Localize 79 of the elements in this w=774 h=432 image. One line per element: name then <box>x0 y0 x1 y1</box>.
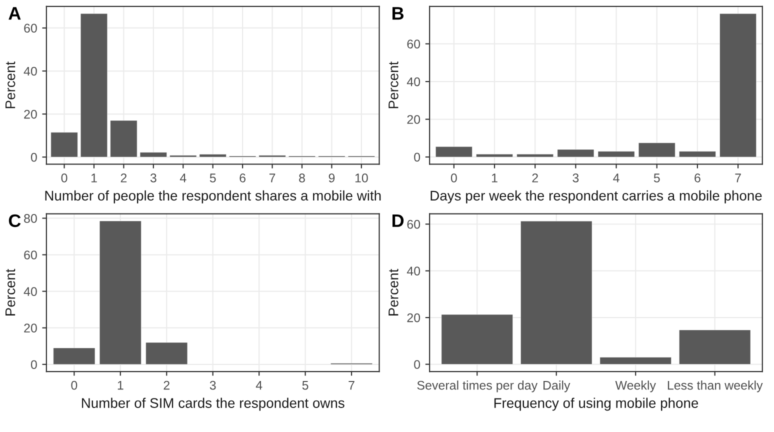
x-tick-label: 5 <box>654 174 660 182</box>
bar <box>516 154 554 158</box>
x-tick-label: Less than weekly <box>668 380 763 392</box>
x-tick-label: 7 <box>348 381 354 390</box>
bar <box>557 149 594 158</box>
y-tick-label: 40 <box>24 66 37 76</box>
bar <box>436 146 472 158</box>
x-tick-label: Several times per day <box>417 380 538 392</box>
bar <box>520 220 592 364</box>
y-tick-label: 0 <box>30 360 37 370</box>
bar <box>80 13 108 158</box>
chart-title: A <box>8 7 21 20</box>
y-tick-label: 60 <box>24 24 37 33</box>
bar <box>110 120 138 158</box>
chart-title: D <box>392 214 404 227</box>
x-tick-label: 7 <box>735 174 741 182</box>
bar <box>441 314 513 364</box>
x-tick-label: 9 <box>328 174 335 182</box>
y-tick-label: 60 <box>24 250 37 260</box>
bar <box>146 342 188 365</box>
chart-title: B <box>392 7 404 20</box>
bar <box>53 348 96 365</box>
y-tick-label: 60 <box>407 220 420 229</box>
x-tick-label: 2 <box>532 174 538 182</box>
y-tick-label: 0 <box>414 152 420 162</box>
chart-title: C <box>8 214 21 228</box>
x-tick-label: 5 <box>302 381 308 390</box>
bar <box>598 151 635 158</box>
x-tick-label: Daily <box>543 380 570 392</box>
bar <box>600 357 672 364</box>
x-tick-label: 1 <box>118 381 124 390</box>
y-tick-label: 20 <box>407 115 420 124</box>
x-tick-label: 2 <box>120 174 127 182</box>
y-tick-label: 20 <box>407 313 420 322</box>
x-tick-label: 4 <box>256 381 262 390</box>
x-tick-label: 8 <box>299 174 305 182</box>
y-tick-label: 40 <box>406 266 420 276</box>
x-tick-label: 10 <box>355 174 368 182</box>
y-tick-label: 20 <box>24 324 37 333</box>
y-axis-title: Percent <box>6 268 16 316</box>
x-axis-title: Days per week the respondent carries a mobile phone <box>430 190 762 204</box>
x-tick-label: 6 <box>694 174 700 182</box>
bar <box>679 330 751 364</box>
y-tick-label: 80 <box>24 214 37 223</box>
x-axis-title: Number of people the respondent shares a mobile with <box>45 190 381 204</box>
bar <box>476 154 513 158</box>
y-tick-label: 0 <box>414 360 420 369</box>
x-tick-label: 4 <box>180 174 186 182</box>
x-tick-label: 1 <box>492 174 498 182</box>
x-tick-label: 3 <box>150 174 156 182</box>
x-tick-label: 6 <box>240 174 246 182</box>
bar <box>50 132 78 158</box>
bar <box>99 220 142 365</box>
x-tick-label: 1 <box>91 174 97 182</box>
bar <box>199 154 226 158</box>
x-tick-label: 0 <box>71 380 78 390</box>
x-tick-label: 3 <box>210 380 216 390</box>
y-axis-title: Percent <box>6 61 16 108</box>
y-tick-label: 60 <box>407 40 420 48</box>
y-axis-title: Percent <box>388 268 398 316</box>
x-axis-title: Number of SIM cards the respondent owns <box>82 398 344 411</box>
bar <box>720 14 756 158</box>
x-tick-label: Weekly <box>615 380 656 392</box>
y-tick-label: 40 <box>24 287 37 296</box>
y-tick-label: 40 <box>406 77 420 86</box>
y-tick-label: 20 <box>24 110 37 119</box>
x-tick-label: 2 <box>164 380 170 390</box>
x-axis-title: Frequency of using mobile phone <box>494 398 698 411</box>
bar <box>679 151 716 158</box>
bar <box>638 142 676 158</box>
bar <box>140 152 167 158</box>
x-tick-label: 7 <box>269 174 276 182</box>
x-tick-label: 5 <box>210 174 216 182</box>
y-tick-label: 0 <box>30 152 37 162</box>
x-tick-label: 0 <box>450 174 457 182</box>
x-tick-label: 0 <box>61 174 68 182</box>
x-tick-label: 3 <box>572 174 579 182</box>
x-tick-label: 4 <box>613 174 620 182</box>
y-axis-title: Percent <box>388 61 398 108</box>
